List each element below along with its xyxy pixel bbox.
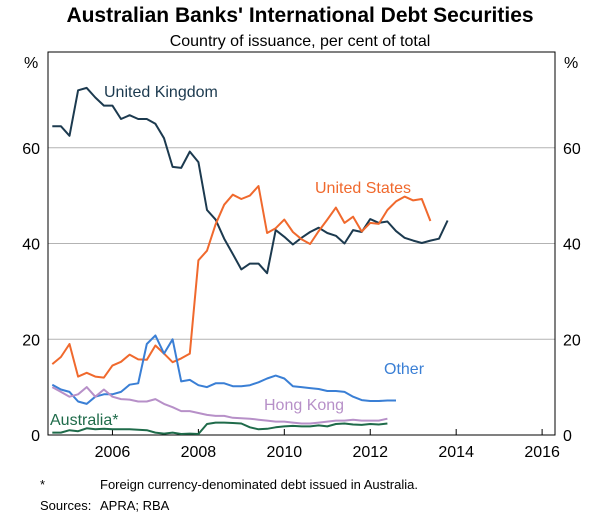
x-tick-label: 2008 xyxy=(181,444,217,461)
y-tick-label-right: 40 xyxy=(563,237,581,254)
label-other: Other xyxy=(384,361,425,378)
sources-label: Sources: xyxy=(40,498,91,513)
label-united-states: United States xyxy=(315,180,411,197)
y-tick-label-right: 60 xyxy=(563,141,581,158)
x-tick-label: 2014 xyxy=(438,444,474,461)
series-line-united-kingdom xyxy=(52,86,449,275)
series-line-united-states xyxy=(51,185,432,379)
series-line-hong-kong xyxy=(51,386,388,425)
label-australia: Australia* xyxy=(50,412,118,429)
chart-subtitle: Country of issuance, per cent of total xyxy=(170,33,431,50)
label-united-kingdom: United Kingdom xyxy=(104,84,218,101)
chart-title: Australian Banks' International Debt Sec… xyxy=(66,4,533,27)
y-unit-right: % xyxy=(564,55,578,72)
y-tick-label-left: 20 xyxy=(22,332,40,349)
series-line-australia xyxy=(52,421,388,435)
y-tick-label-left: 0 xyxy=(31,428,40,445)
x-tick-label: 2016 xyxy=(524,444,560,461)
y-unit-left: % xyxy=(24,55,38,72)
x-tick-label: 2010 xyxy=(267,444,303,461)
x-tick-label: 2006 xyxy=(95,444,131,461)
axis-ticks: 0 0 20 20 40 40 60 60 2006 2008 2010 2012 2014 2016 xyxy=(22,141,581,461)
series-lines xyxy=(51,86,449,435)
y-tick-label-left: 40 xyxy=(22,237,40,254)
x-tick-label: 2012 xyxy=(352,444,388,461)
y-tick-label-right: 20 xyxy=(563,332,581,349)
label-hong-kong: Hong Kong xyxy=(264,397,344,414)
y-tick-label-left: 60 xyxy=(22,141,40,158)
footnote-marker: * xyxy=(40,477,45,492)
series-line-other xyxy=(51,334,396,405)
sources-text: APRA; RBA xyxy=(100,498,170,513)
gridlines xyxy=(48,147,555,340)
footnote-text: Foreign currency-denominated debt issued… xyxy=(100,477,418,492)
plot-frame xyxy=(47,51,556,436)
y-tick-label-right: 0 xyxy=(563,428,572,445)
